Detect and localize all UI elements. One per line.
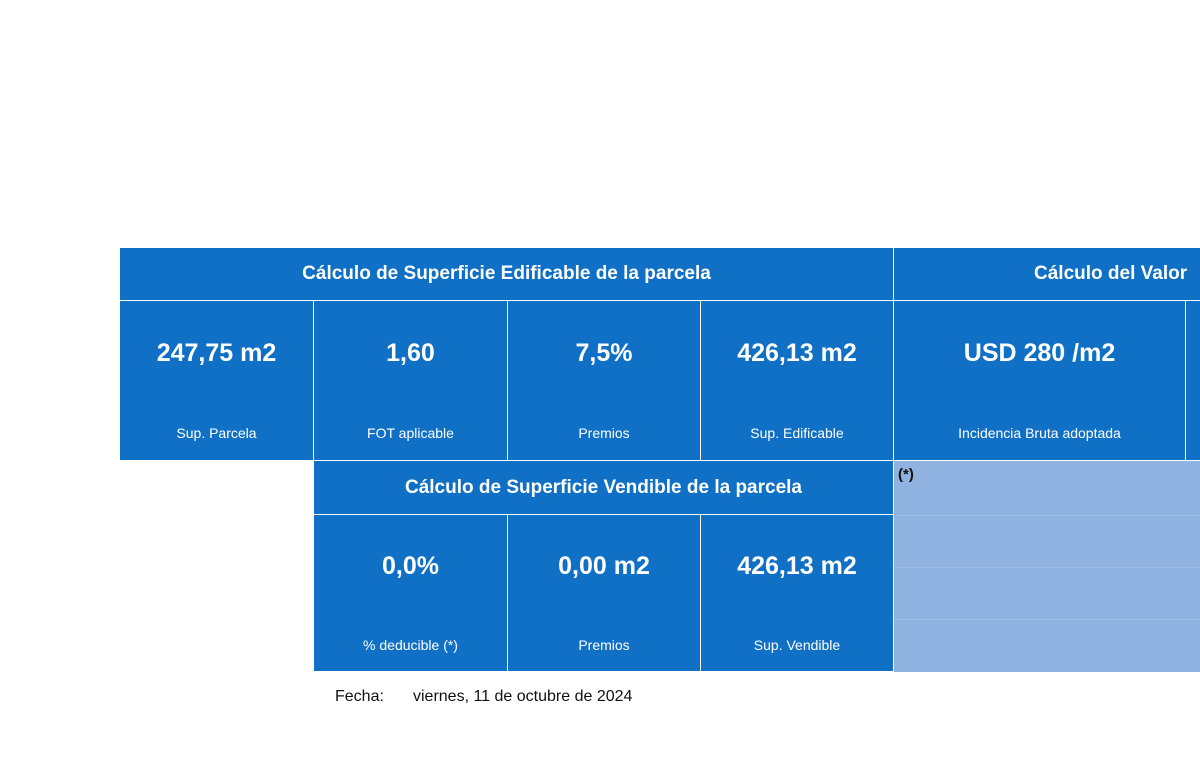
- fot-cell: 1,60 FOT aplicable: [314, 301, 508, 461]
- sup-parcela-label: Sup. Parcela: [176, 425, 257, 441]
- fot-label: FOT aplicable: [367, 425, 454, 441]
- sup-parcela-value: 247,75 m2: [156, 339, 277, 367]
- incidencia-cell: USD 280 /m2 Incidencia Bruta adoptada: [894, 301, 1186, 461]
- note-marker: (*): [898, 466, 914, 483]
- premios-cell: 7,5% Premios: [508, 301, 701, 461]
- sup-parcela-cell: 247,75 m2 Sup. Parcela: [120, 301, 314, 461]
- premios-label: Premios: [578, 425, 630, 441]
- valor-section-title: Cálculo del Valor: [894, 248, 1200, 301]
- sup-edificable-cell: 426,13 m2 Sup. Edificable: [701, 301, 894, 461]
- sup-vendible-value: 426,13 m2: [737, 552, 857, 580]
- vendible-section-title-text: Cálculo de Superficie Vendible de la par…: [404, 476, 803, 498]
- sup-edificable-label: Sup. Edificable: [750, 425, 844, 441]
- valor-section-title-text: Cálculo del Valor: [1034, 263, 1188, 284]
- vendible-section-title: Cálculo de Superficie Vendible de la par…: [314, 461, 894, 515]
- notes-area: [894, 461, 1200, 672]
- sup-edificable-value: 426,13 m2: [737, 339, 857, 367]
- deducible-cell: 0,0% % deducible (*): [314, 515, 508, 672]
- edificable-section-title-text: Cálculo de Superficie Edificable de la p…: [302, 263, 711, 284]
- premios-vendible-cell: 0,00 m2 Premios: [508, 515, 701, 672]
- deducible-value: 0,0%: [382, 552, 439, 580]
- fot-value: 1,60: [386, 339, 435, 367]
- deducible-label: % deducible (*): [363, 637, 458, 653]
- edificable-section-title: Cálculo de Superficie Edificable de la p…: [120, 248, 894, 301]
- incidencia-value: USD 280 /m2: [963, 339, 1116, 367]
- fecha-label: Fecha:: [335, 688, 384, 705]
- fecha-value: viernes, 11 de octubre de 2024: [413, 688, 633, 705]
- sup-vendible-cell: 426,13 m2 Sup. Vendible: [701, 515, 894, 672]
- incidencia-label: Incidencia Bruta adoptada: [958, 425, 1121, 441]
- next-value-cell: [1186, 301, 1200, 461]
- premios-vendible-label: Premios: [578, 637, 630, 653]
- premios-value: 7,5%: [575, 339, 633, 367]
- sup-vendible-label: Sup. Vendible: [753, 637, 841, 653]
- premios-vendible-value: 0,00 m2: [558, 552, 650, 580]
